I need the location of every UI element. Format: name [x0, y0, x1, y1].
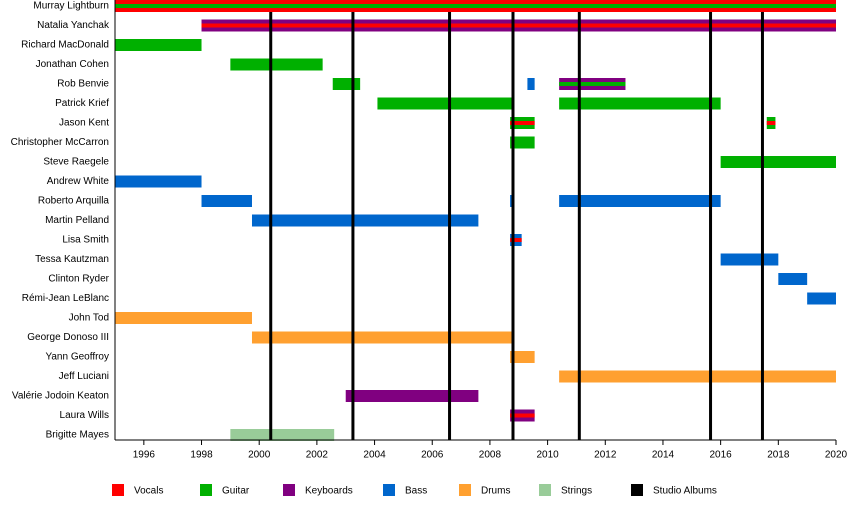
member-bar: [201, 195, 252, 207]
x-tick-label: 2004: [363, 450, 386, 461]
member-label: Patrick Krief: [55, 98, 109, 109]
member-label: Murray Lightburn: [33, 1, 109, 12]
legend-swatch: [631, 484, 643, 496]
legend-label: Guitar: [222, 486, 250, 497]
legend-label: Strings: [561, 486, 592, 497]
member-label: Rémi-Jean LeBlanc: [22, 293, 109, 304]
member-bar: [345, 390, 479, 402]
x-tick-label: 2012: [594, 450, 617, 461]
member-label: Laura Wills: [60, 410, 109, 421]
member-bar: [720, 156, 836, 168]
x-tick-label: 1998: [190, 450, 213, 461]
member-bar: [527, 78, 535, 90]
legend-swatch: [283, 484, 295, 496]
member-bar: [807, 292, 836, 305]
member-bar: [115, 175, 202, 188]
member-bar: [230, 429, 335, 441]
member-bar-stripe: [510, 121, 535, 125]
legend-label: Vocals: [134, 486, 163, 497]
legend-label: Studio Albums: [653, 486, 717, 497]
member-label: Tessa Kautzman: [35, 254, 109, 265]
member-bar-stripe: [510, 413, 535, 418]
member-label: Jeff Luciani: [59, 371, 109, 382]
member-label: Martin Pelland: [45, 215, 109, 226]
member-bar: [559, 97, 721, 110]
member-label: Natalia Yanchak: [37, 20, 110, 31]
x-tick-label: 2000: [248, 450, 271, 461]
legend-swatch: [539, 484, 551, 496]
x-tick-label: 2016: [710, 450, 733, 461]
x-tick-label: 2010: [536, 450, 559, 461]
x-tick-label: 2002: [306, 450, 329, 461]
member-bar: [559, 195, 721, 207]
member-bar: [251, 331, 513, 344]
member-bar-stripe: [510, 238, 522, 242]
member-bar: [720, 253, 779, 266]
legend-swatch: [112, 484, 124, 496]
member-label: Christopher McCarron: [11, 137, 109, 148]
member-label: Andrew White: [47, 176, 110, 187]
member-label: Valérie Jodoin Keaton: [12, 391, 109, 402]
member-label: Richard MacDonald: [21, 40, 109, 51]
member-bar-stripe: [559, 82, 626, 86]
member-label: Steve Raegele: [43, 157, 109, 168]
member-bar-stripe: [115, 4, 836, 8]
member-label: George Donoso III: [27, 332, 109, 343]
x-tick-label: 1996: [133, 450, 156, 461]
legend-swatch: [383, 484, 395, 496]
member-label: Yann Geoffroy: [45, 352, 109, 363]
legend-label: Drums: [481, 486, 510, 497]
member-label: Jonathan Cohen: [36, 59, 109, 70]
x-tick-label: 2006: [421, 450, 444, 461]
member-label: Lisa Smith: [62, 235, 109, 246]
legend-swatch: [459, 484, 471, 496]
member-label: Rob Benvie: [57, 79, 109, 90]
member-bar-stripe: [201, 23, 836, 28]
legend-label: Keyboards: [305, 486, 353, 497]
member-bar: [115, 39, 202, 51]
member-bar: [115, 312, 252, 324]
member-bar: [510, 351, 535, 363]
member-label: Jason Kent: [59, 118, 109, 129]
member-bar: [377, 97, 513, 110]
member-bar: [559, 370, 836, 383]
member-bar: [332, 78, 361, 90]
legend-label: Bass: [405, 486, 427, 497]
legend-swatch: [200, 484, 212, 496]
member-bar-stripe: [766, 121, 776, 125]
x-tick-label: 2020: [825, 450, 848, 461]
member-label: Roberto Arquilla: [38, 196, 110, 207]
member-label: John Tod: [69, 313, 109, 324]
member-bar: [251, 214, 479, 227]
member-label: Clinton Ryder: [48, 274, 109, 285]
x-tick-label: 2014: [652, 450, 675, 461]
x-tick-label: 2008: [479, 450, 502, 461]
x-tick-label: 2018: [767, 450, 790, 461]
member-bar: [510, 136, 535, 149]
member-bar: [230, 58, 323, 71]
member-label: Brigitte Mayes: [46, 430, 109, 441]
member-bar: [778, 273, 808, 285]
